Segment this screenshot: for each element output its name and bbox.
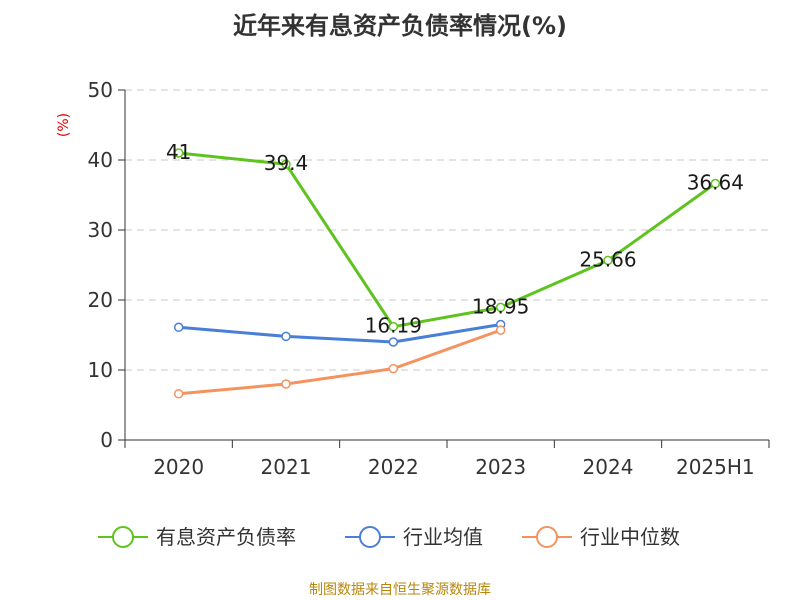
data-label: 39.4 [264,151,309,175]
legend-marker [536,526,558,548]
legend: 有息资产负债率 行业均值 行业中位数 [98,525,680,549]
y-tick-label: 40 [88,148,113,172]
data-point [173,322,184,333]
x-tick-label: 2022 [368,455,419,479]
legend-label: 行业中位数 [580,525,680,549]
chart-title: 近年来有息资产负债率情况(%) [233,12,567,40]
x-tick-label: 2021 [261,455,312,479]
series-layer [173,148,721,399]
grid-lines [125,89,769,371]
data-point [388,337,399,347]
y-tick-label: 20 [88,288,113,312]
legend-marker [359,526,381,548]
data-point [710,178,721,189]
series-line [178,151,717,329]
data-label: 16.19 [365,314,422,338]
x-tick-label: 2024 [583,455,634,479]
axes: 0 10 20 30 40 50 2020 2021 2022 2023 2024 2025H1 [88,78,770,479]
source-note: 制图数据来自恒生聚源数据库 [309,582,491,598]
data-point [495,325,506,335]
series-line [178,328,502,396]
data-point [281,159,291,169]
data-point [388,321,399,332]
y-tick-label: 10 [88,358,113,382]
y-axis-unit: (%) [56,113,72,137]
x-tick-label: 2025H1 [676,455,755,479]
data-label: 18.95 [472,294,529,318]
data-point [173,389,184,399]
data-label: 41 [166,140,191,164]
data-point [281,379,291,389]
data-labels: 41 39.4 16.19 18.95 25.66 36.64 [166,140,744,338]
y-tick-label: 50 [88,78,113,102]
data-point [495,302,506,313]
x-tick-label: 2020 [153,455,204,479]
data-point [388,363,399,374]
data-label: 25.66 [579,247,636,271]
data-point [603,255,613,266]
y-tick-label: 0 [100,428,113,452]
legend-label: 有息资产负债率 [156,525,296,549]
legend-marker [112,526,134,548]
y-tick-label: 30 [88,218,113,242]
data-label: 36.64 [687,171,744,195]
series-line [178,323,501,344]
legend-label: 行业均值 [403,525,483,549]
data-point [281,331,291,342]
x-tick-label: 2023 [475,455,526,479]
data-point [173,148,184,158]
